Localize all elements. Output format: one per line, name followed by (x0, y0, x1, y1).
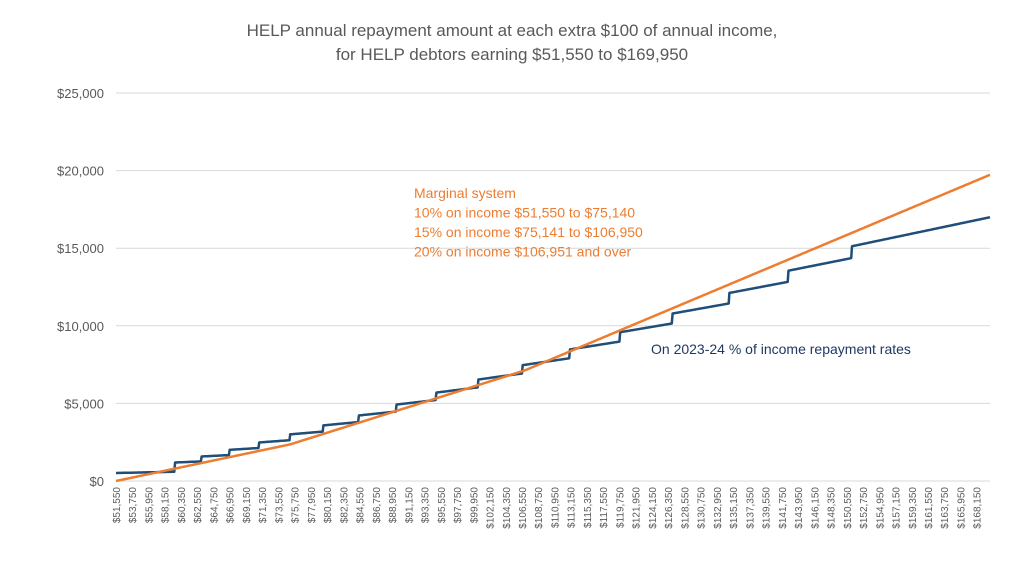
x-tick-label: $58,150 (161, 487, 172, 524)
y-tick-label: $20,000 (57, 164, 104, 179)
x-tick-label: $152,750 (859, 487, 870, 529)
x-tick-label: $88,950 (388, 487, 399, 524)
y-tick-label: $5,000 (64, 396, 104, 411)
x-tick-label: $99,950 (469, 487, 480, 524)
x-tick-label: $110,950 (550, 487, 561, 528)
series-lines (115, 173, 991, 483)
x-tick-label: $106,550 (518, 487, 529, 529)
x-tick-label: $146,150 (810, 487, 821, 529)
x-tick-label: $97,750 (453, 487, 464, 524)
marginal-annotation-line: 10% on income $51,550 to $75,140 (414, 205, 635, 221)
y-tick-label: $15,000 (57, 241, 104, 256)
marginal-annotation-line: 15% on income $75,141 to $106,950 (414, 224, 643, 240)
x-tick-label: $161,550 (924, 487, 935, 529)
gridlines (116, 92, 990, 482)
x-tick-label: $113,150 (567, 487, 578, 528)
x-tick-label: $80,150 (323, 487, 334, 524)
x-tick-label: $102,150 (486, 487, 497, 529)
marginal-system-line (115, 173, 991, 483)
x-tick-label: $137,350 (745, 487, 756, 529)
x-tick-label: $168,150 (973, 487, 984, 529)
x-tick-label: $73,550 (274, 487, 285, 524)
marginal-annotation-line: 20% on income $106,951 and over (414, 244, 631, 260)
x-tick-label: $93,350 (421, 487, 432, 524)
current-rates-annotation: On 2023-24 % of income repayment rates (651, 341, 911, 357)
x-tick-label: $86,750 (372, 487, 383, 524)
x-tick-label: $124,150 (648, 487, 659, 529)
x-tick-label: $128,550 (680, 487, 691, 529)
y-tick-label: $10,000 (57, 319, 104, 334)
x-tick-label: $108,750 (534, 487, 545, 529)
annotations: Marginal system 10% on income $51,550 to … (414, 185, 911, 357)
x-tick-label: $66,950 (226, 487, 237, 524)
x-tick-label: $104,350 (502, 487, 513, 529)
x-tick-label: $165,950 (956, 487, 967, 529)
x-tick-label: $157,150 (892, 487, 903, 529)
x-tick-label: $132,950 (713, 487, 724, 529)
x-tick-label: $135,150 (729, 487, 740, 529)
chart-subtitle: for HELP debtors earning $51,550 to $169… (335, 45, 689, 64)
x-tick-label: $75,750 (291, 487, 302, 524)
x-tick-label: $141,750 (778, 487, 789, 529)
x-tick-label: $60,350 (177, 487, 188, 524)
x-tick-label: $143,950 (794, 487, 805, 529)
x-tick-label: $130,750 (697, 487, 708, 529)
x-tick-label: $64,750 (209, 487, 220, 524)
x-tick-label: $82,350 (339, 487, 350, 524)
x-tick-label: $84,550 (356, 487, 367, 524)
x-tick-label: $77,950 (307, 487, 318, 524)
y-axis: $0 $5,000 $10,000 $15,000 $20,000 $25,000 (57, 86, 104, 489)
x-tick-label: $154,950 (875, 487, 886, 529)
x-tick-label: $126,350 (664, 487, 675, 529)
x-tick-label: $119,750 (615, 487, 626, 528)
x-tick-label: $163,750 (940, 487, 951, 529)
x-tick-label: $91,150 (404, 487, 415, 524)
x-tick-label: $62,550 (193, 487, 204, 524)
x-tick-label: $51,550 (112, 487, 123, 524)
y-tick-label: $25,000 (57, 86, 104, 101)
marginal-annotation-line: Marginal system (414, 185, 516, 201)
x-tick-label: $139,550 (762, 487, 773, 529)
x-tick-label: $115,350 (583, 487, 594, 528)
x-tick-label: $53,750 (128, 487, 139, 524)
current-rates-line (115, 215, 991, 475)
y-tick-label: $0 (90, 474, 104, 489)
x-tick-label: $150,550 (843, 487, 854, 529)
x-tick-label: $117,550 (599, 487, 610, 528)
x-tick-label: $95,550 (437, 487, 448, 524)
chart-title: HELP annual repayment amount at each ext… (246, 21, 778, 40)
x-tick-label: $121,950 (632, 487, 643, 529)
x-tick-label: $148,350 (827, 487, 838, 529)
x-tick-label: $69,150 (242, 487, 253, 524)
x-tick-label: $71,350 (258, 487, 269, 524)
x-axis: $51,550 $53,750 $55,950 $58,150 $60,350 $62,5… (112, 487, 984, 529)
x-tick-label: $159,350 (908, 487, 919, 529)
x-tick-label: $55,950 (144, 487, 155, 524)
